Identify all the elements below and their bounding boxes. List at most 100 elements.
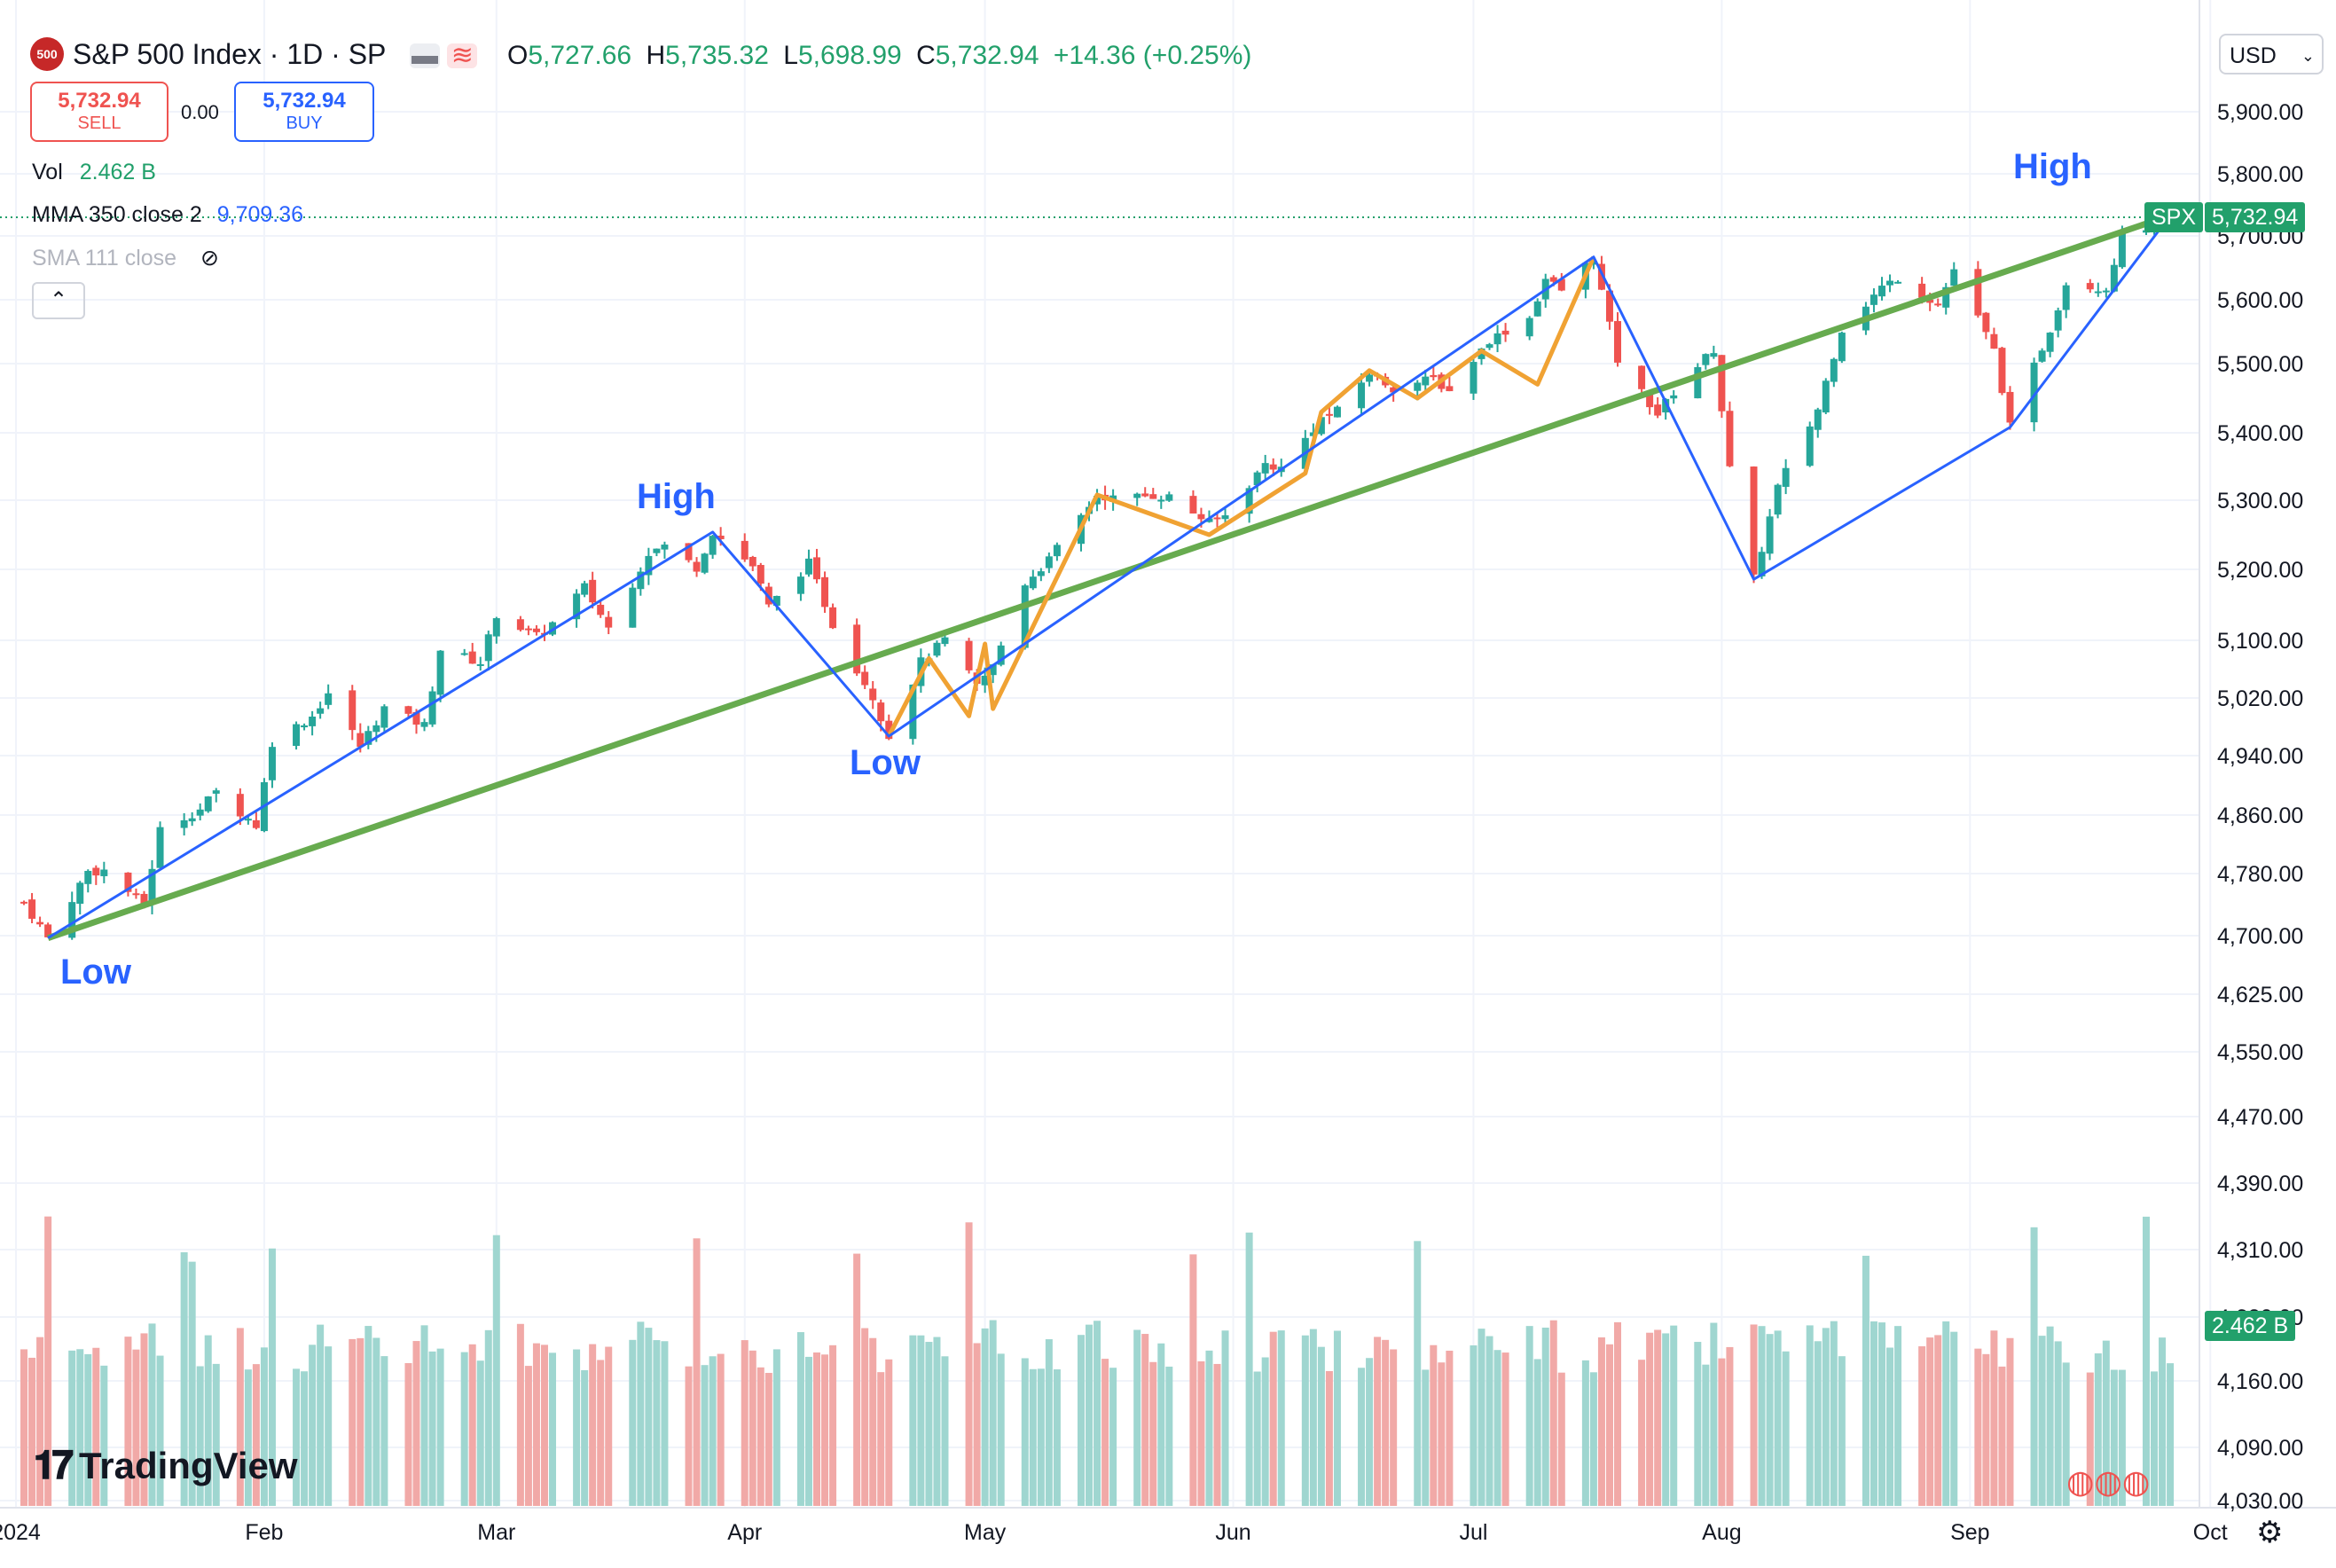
- candle-body: [1830, 358, 1838, 382]
- change-value: +14.36 (+0.25%): [1053, 41, 1252, 70]
- volume-bar: [252, 1364, 260, 1506]
- volume-legend[interactable]: Vol 2.462 B: [32, 160, 156, 185]
- candle-body: [1501, 330, 1509, 335]
- wave-icon[interactable]: ≋: [447, 43, 478, 69]
- minus-icon[interactable]: ▬: [410, 41, 440, 70]
- candle-body: [1710, 353, 1718, 357]
- price-axis[interactable]: 5,900.005,800.005,700.005,600.005,500.00…: [2217, 100, 2303, 1514]
- volume-bar: [709, 1356, 717, 1506]
- annotation-low-2[interactable]: Low: [850, 743, 921, 782]
- currency-select[interactable]: USD ⌄: [2219, 34, 2324, 74]
- time-tick-label: Feb: [245, 1520, 283, 1545]
- volume-bar: [1309, 1329, 1317, 1506]
- volume-bar: [1710, 1322, 1718, 1506]
- trendline[interactable]: [46, 212, 2172, 941]
- indicator-toggles[interactable]: ▬ ≋: [410, 41, 478, 71]
- candle-body: [1822, 380, 1830, 413]
- volume-bar: [1382, 1339, 1390, 1506]
- volume-bar: [100, 1365, 108, 1506]
- volume-bar: [1926, 1337, 1934, 1506]
- events-icon[interactable]: ◍◍◍: [2066, 1463, 2151, 1500]
- candle-body: [1605, 290, 1613, 322]
- candle-body: [573, 593, 581, 620]
- symbol-title[interactable]: 500 S&P 500 Index · 1D · SP: [30, 37, 386, 71]
- volume-bar: [2167, 1363, 2175, 1506]
- volume-bar: [1358, 1368, 1366, 1506]
- volume-bar: [1101, 1359, 1109, 1506]
- collapse-legend-button[interactable]: ⌃: [32, 282, 85, 319]
- buy-button[interactable]: 5,732.94 BUY: [234, 82, 374, 142]
- annotation-high-1[interactable]: High: [637, 477, 716, 516]
- candle-body: [404, 706, 412, 714]
- price-tick-label: 5,600.00: [2217, 288, 2303, 313]
- eye-hidden-icon[interactable]: ⊘: [200, 246, 219, 270]
- annotation-high-2[interactable]: High: [2013, 147, 2092, 186]
- tradingview-logo[interactable]: 𝟏𝟕 TradingView: [34, 1444, 298, 1488]
- zigzag-orange[interactable]: [887, 255, 1596, 738]
- price-tick-label: 5,200.00: [2217, 558, 2303, 583]
- volume-bar: [1581, 1360, 1589, 1506]
- volume-bar: [741, 1340, 749, 1506]
- candle-body: [492, 618, 500, 637]
- sma-legend[interactable]: SMA 111 close ⊘: [32, 245, 219, 271]
- candle-body: [460, 653, 468, 655]
- candle-body: [124, 872, 132, 892]
- candle-body: [1430, 374, 1438, 378]
- volume-bar: [1870, 1321, 1877, 1506]
- volume-bar: [573, 1349, 581, 1506]
- volume-bar: [156, 1355, 164, 1506]
- volume-bar: [1414, 1241, 1422, 1506]
- settings-gear-icon[interactable]: ⚙: [2256, 1516, 2284, 1549]
- volume-bar: [1501, 1352, 1509, 1506]
- volume-bar: [1493, 1350, 1501, 1506]
- candle-body: [2006, 391, 2014, 423]
- candle-body: [44, 924, 52, 937]
- candle-body: [1950, 269, 1958, 286]
- volume-bar: [1205, 1350, 1213, 1506]
- candle-body: [212, 790, 220, 794]
- candle-body: [2030, 362, 2038, 423]
- candle-body: [1694, 366, 1702, 399]
- volume-bar: [349, 1338, 357, 1506]
- volume-bar: [973, 1343, 981, 1506]
- volume-bar: [756, 1367, 764, 1506]
- candle-body: [1654, 404, 1662, 416]
- price-tick-label: 4,860.00: [2217, 804, 2303, 828]
- annotation-low-1[interactable]: Low: [60, 953, 131, 992]
- time-tick-label: 2024: [0, 1520, 41, 1545]
- time-axis[interactable]: 2024 Feb Mar Apr May Jun Jul Aug Sep Oct: [0, 1520, 2228, 1545]
- mma-legend[interactable]: MMA 350 close 2 9,709.36: [32, 202, 303, 228]
- time-tick-label: May: [964, 1520, 1007, 1545]
- volume-bar: [1197, 1360, 1205, 1506]
- volume-bar: [885, 1359, 893, 1506]
- drawing-lines[interactable]: [46, 212, 2172, 941]
- symbol-name: S&P 500 Index · 1D · SP: [73, 37, 387, 70]
- candle-body: [1366, 374, 1374, 382]
- candle-body: [2102, 290, 2110, 293]
- candle-body: [1213, 517, 1221, 520]
- volume-bar: [661, 1341, 669, 1506]
- price-tick-label: 4,470.00: [2217, 1105, 2303, 1130]
- ohlc-readout: O5,727.66 H5,735.32 L5,698.99 C5,732.94 …: [507, 41, 1251, 71]
- zigzag-blue[interactable]: [47, 214, 2172, 939]
- volume-bar: [1165, 1366, 1173, 1506]
- candle-body: [2062, 285, 2070, 310]
- volume-bar: [36, 1337, 44, 1506]
- price-tick-label: 4,310.00: [2217, 1238, 2303, 1263]
- candle-body: [180, 819, 188, 828]
- volume-bar: [372, 1337, 380, 1506]
- volume-bar: [2151, 1371, 2159, 1506]
- time-tick-label: Apr: [727, 1520, 762, 1545]
- volume-bar: [749, 1350, 756, 1506]
- volume-bar: [460, 1352, 468, 1506]
- candle-body: [1021, 585, 1029, 648]
- volume-bar: [1325, 1370, 1333, 1506]
- low-value: 5,698.99: [797, 41, 902, 70]
- candle-body: [813, 557, 820, 580]
- volume-bar: [325, 1346, 333, 1506]
- sell-button[interactable]: 5,732.94 SELL: [30, 82, 169, 142]
- candle-body: [1814, 409, 1822, 430]
- low-label: L: [783, 41, 798, 70]
- candle-body: [1325, 413, 1333, 416]
